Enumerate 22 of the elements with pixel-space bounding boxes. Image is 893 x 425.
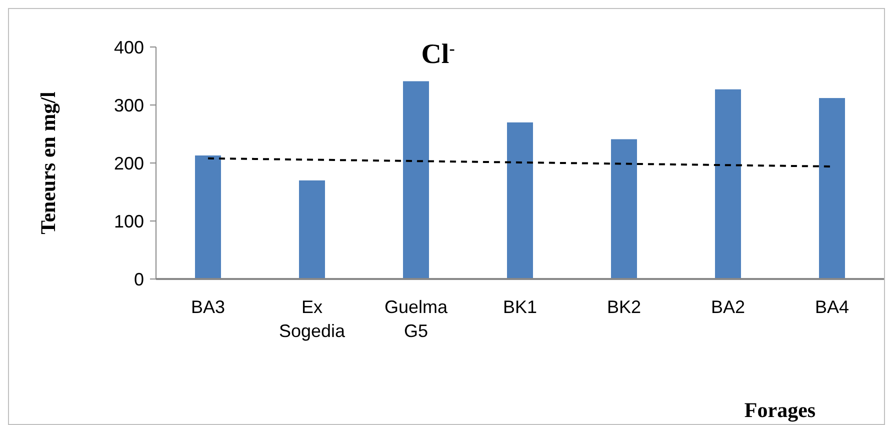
y-tick-label: 400 bbox=[114, 37, 144, 58]
bar bbox=[819, 98, 845, 279]
bar bbox=[299, 180, 325, 279]
y-tick-label: 0 bbox=[134, 269, 144, 290]
y-tick-label: 200 bbox=[114, 153, 144, 174]
bar bbox=[195, 155, 221, 279]
x-tick-label: BA2 bbox=[710, 297, 746, 317]
bar bbox=[611, 139, 637, 279]
chart-title: Cl$^{-}$ bbox=[421, 38, 455, 70]
y-axis-title: Teneurs en mg/l bbox=[36, 91, 60, 234]
bar bbox=[403, 81, 429, 279]
x-tick-label: Guelma G5 bbox=[384, 297, 448, 341]
bar bbox=[507, 122, 533, 279]
y-tick-label: 300 bbox=[114, 95, 144, 116]
x-tick-label: BK1 bbox=[502, 297, 538, 317]
x-tick-label: Ex Sogedia bbox=[278, 297, 346, 341]
x-tick-label: BK2 bbox=[606, 297, 642, 317]
x-tick-label: BA3 bbox=[190, 297, 226, 317]
bar bbox=[715, 89, 741, 279]
x-axis-title: Forages bbox=[744, 398, 816, 422]
y-tick-label: 100 bbox=[114, 211, 144, 232]
x-tick-label: BA4 bbox=[814, 297, 850, 317]
